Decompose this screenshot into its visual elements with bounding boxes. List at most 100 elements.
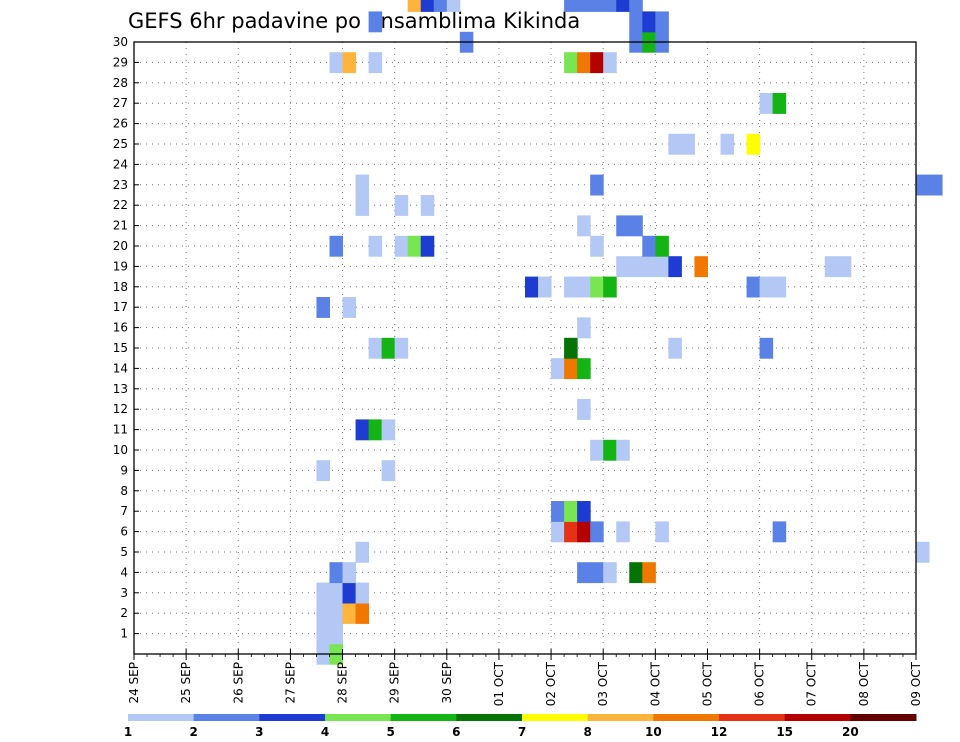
heatmap-cell <box>407 235 422 257</box>
colorbar-swatch <box>325 714 392 721</box>
heatmap-cell <box>590 52 604 74</box>
y-axis: 1234567891011121314151617181920212223242… <box>113 35 139 641</box>
colorbar-label: 20 <box>842 725 859 739</box>
heatmap-cell <box>368 337 383 359</box>
heatmap-cell <box>590 562 604 584</box>
heatmap-cell <box>316 297 330 318</box>
heatmap-cell <box>368 235 383 257</box>
x-tick-label: 28 SEP <box>336 662 350 704</box>
heatmap-cell <box>446 0 461 12</box>
colorbar-swatch <box>719 714 786 721</box>
heatmap-cell <box>629 215 643 237</box>
y-tick-label: 30 <box>113 35 128 49</box>
heatmap-cell <box>316 460 330 482</box>
heatmap-cell <box>916 174 930 196</box>
heatmap-cell <box>525 276 539 298</box>
heatmap-cell <box>642 11 656 33</box>
heatmap-cell <box>342 603 357 624</box>
colorbar-label: 2 <box>189 725 197 739</box>
colorbar-label: 6 <box>452 725 460 739</box>
heatmap-cell <box>577 562 591 584</box>
y-tick-label: 19 <box>113 259 128 273</box>
x-tick-label: 04 OCT <box>648 661 662 706</box>
colorbar-label: 1 <box>124 725 132 739</box>
heatmap-cell <box>355 603 370 624</box>
heatmap-cell <box>407 0 422 12</box>
heatmap-cell <box>655 235 669 257</box>
heatmap-cell <box>316 623 330 645</box>
heatmap-cell <box>355 419 370 441</box>
heatmap-cell <box>551 501 565 522</box>
y-tick-label: 7 <box>120 504 128 518</box>
y-tick-label: 27 <box>113 96 128 110</box>
heatmap-cell <box>603 52 617 74</box>
x-tick-label: 03 OCT <box>596 661 610 706</box>
y-tick-label: 9 <box>120 463 128 477</box>
heatmap-cell <box>759 276 774 298</box>
heatmap-cell <box>394 337 409 359</box>
heatmap-cell <box>564 337 578 359</box>
heatmap-cell <box>342 582 357 604</box>
heatmap-cells <box>316 0 943 665</box>
x-tick-label: 26 SEP <box>231 662 245 704</box>
heatmap-cell <box>590 276 604 298</box>
heatmap-cell <box>342 562 357 584</box>
heatmap-cell <box>681 133 695 155</box>
heatmap-cell <box>772 93 787 114</box>
x-tick-label: 06 OCT <box>753 661 767 706</box>
heatmap-cell <box>772 276 787 298</box>
heatmap-cell <box>329 235 344 257</box>
colorbar-label: 12 <box>711 725 728 739</box>
heatmap-cell <box>381 337 396 359</box>
heatmap-cell <box>355 174 370 196</box>
heatmap-cell <box>577 358 591 380</box>
heatmap-cell <box>590 174 604 196</box>
colorbar-label: 8 <box>583 725 591 739</box>
colorbar-swatch <box>193 714 260 721</box>
x-tick-label: 30 SEP <box>440 662 454 704</box>
y-tick-label: 11 <box>113 423 128 437</box>
heatmap-cell <box>577 276 591 298</box>
y-tick-label: 26 <box>113 117 128 131</box>
y-tick-label: 4 <box>120 565 128 579</box>
heatmap-cell <box>420 0 435 12</box>
heatmap-cell <box>824 256 839 278</box>
heatmap-cell <box>577 317 591 339</box>
heatmap-cell <box>629 256 643 278</box>
heatmap-cell <box>564 358 578 380</box>
y-tick-label: 15 <box>113 341 128 355</box>
colorbar-label: 5 <box>386 725 394 739</box>
x-tick-label: 25 SEP <box>179 662 193 704</box>
heatmap-cell <box>577 52 591 74</box>
y-tick-label: 17 <box>113 300 128 314</box>
heatmap-cell <box>759 337 774 359</box>
heatmap-cell <box>355 541 370 563</box>
y-tick-label: 2 <box>120 606 128 620</box>
colorbar-label: 10 <box>645 725 662 739</box>
heatmap-cell <box>642 256 656 278</box>
chart-title: GEFS 6hr padavine po ansamblima Kikinda <box>128 9 580 33</box>
heatmap-cell <box>355 195 370 216</box>
y-tick-label: 12 <box>113 402 128 416</box>
y-tick-label: 13 <box>113 382 128 396</box>
heatmap-cell <box>551 358 565 380</box>
heatmap-cell <box>929 174 943 196</box>
colorbar-label: 7 <box>518 725 526 739</box>
heatmap-cell <box>603 439 617 461</box>
x-tick-label: 02 OCT <box>544 661 558 706</box>
y-tick-label: 25 <box>113 137 128 151</box>
heatmap-cell <box>564 276 578 298</box>
heatmap-cell <box>342 52 357 74</box>
colorbar-swatch <box>456 714 523 721</box>
heatmap-cell <box>577 0 591 12</box>
heatmap-cell <box>746 133 761 155</box>
heatmap-cell <box>655 11 669 33</box>
y-tick-label: 29 <box>113 55 128 69</box>
x-tick-label: 27 SEP <box>283 662 297 704</box>
heatmap-cell <box>368 419 383 441</box>
heatmap-cell <box>642 235 656 257</box>
y-tick-label: 20 <box>113 239 128 253</box>
heatmap-cell <box>420 235 435 257</box>
heatmap-cell <box>342 297 357 318</box>
